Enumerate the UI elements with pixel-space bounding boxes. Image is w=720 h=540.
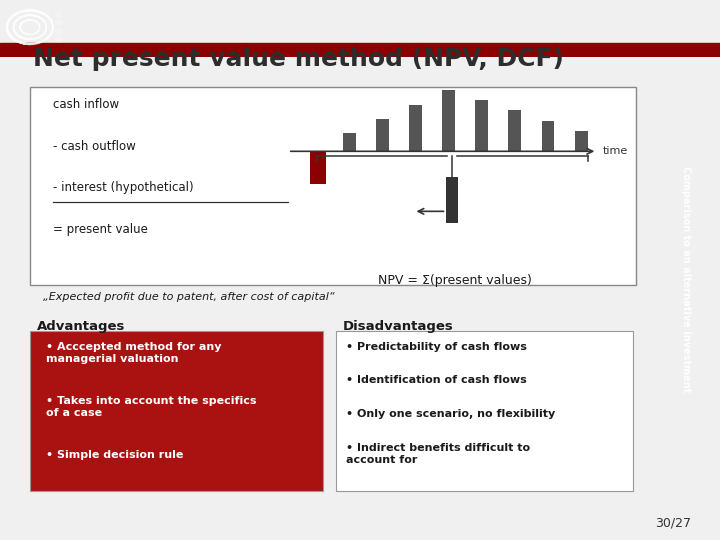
Text: NPV = Σ(present values): NPV = Σ(present values) (379, 274, 532, 287)
Text: - interest (hypothetical): - interest (hypothetical) (53, 181, 193, 194)
Text: • Takes into account the specifics
of a case: • Takes into account the specifics of a … (46, 395, 257, 418)
Text: ||||: |||| (54, 20, 63, 25)
Text: • Simple decision rule: • Simple decision rule (46, 450, 184, 460)
Text: = present value: = present value (53, 223, 148, 236)
Text: Advantages: Advantages (37, 320, 125, 333)
Bar (310, 151, 326, 184)
Bar (508, 110, 521, 151)
Text: ||||: |||| (54, 11, 63, 17)
Text: 30/27: 30/27 (655, 516, 691, 530)
Text: • Acccepted method for any
managerial valuation: • Acccepted method for any managerial va… (46, 341, 222, 364)
Text: cash inflow: cash inflow (53, 98, 119, 111)
Bar (336, 332, 633, 491)
Text: Disadvantages: Disadvantages (343, 320, 454, 333)
Bar (475, 100, 488, 151)
Bar (30, 332, 323, 491)
Bar (442, 91, 455, 151)
Text: - cash outflow: - cash outflow (53, 140, 135, 153)
Text: Net present value method (NPV, DCF): Net present value method (NPV, DCF) (33, 48, 564, 71)
Bar (575, 131, 588, 151)
Bar (376, 119, 389, 151)
Text: • Only one scenario, no flexibility: • Only one scenario, no flexibility (346, 409, 555, 419)
Text: • Indirect benefits difficult to
account for: • Indirect benefits difficult to account… (346, 443, 530, 465)
Bar (541, 122, 554, 151)
Text: • Identification of cash flows: • Identification of cash flows (346, 375, 526, 385)
Bar (30, 86, 636, 285)
Text: Comparison to an alternative investment: Comparison to an alternative investment (681, 166, 691, 393)
Bar (343, 133, 356, 151)
Text: • Predictability of cash flows: • Predictability of cash flows (346, 341, 527, 352)
Text: ||||: |||| (54, 37, 63, 43)
Text: „Expected profit due to patent, after cost of capital“: „Expected profit due to patent, after co… (43, 292, 335, 302)
Text: time: time (603, 146, 628, 156)
Bar (0, 43, 720, 57)
Bar (446, 177, 458, 223)
Text: ||||: |||| (54, 29, 63, 34)
Bar (409, 105, 422, 151)
